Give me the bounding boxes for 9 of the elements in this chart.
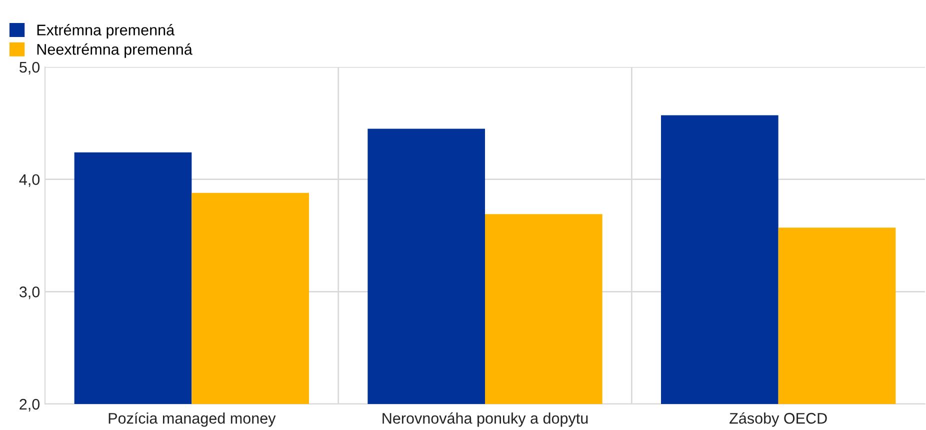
y-tick-label: 5,0 bbox=[20, 62, 40, 74]
y-tick-label: 4,0 bbox=[19, 174, 40, 187]
x-tick-label: Nerovnováha ponuky a dopytu bbox=[382, 412, 588, 427]
x-tick-label: Zásoby OECD bbox=[730, 412, 827, 427]
y-tick-label: 2,0 bbox=[20, 398, 40, 412]
legend-label: Neextrémna premenná bbox=[37, 43, 192, 58]
y-tick-label: 3,0 bbox=[19, 286, 40, 300]
legend-label: Extrémna premenná bbox=[37, 24, 175, 38]
x-tick-label: Pozícia managed money bbox=[108, 412, 276, 427]
